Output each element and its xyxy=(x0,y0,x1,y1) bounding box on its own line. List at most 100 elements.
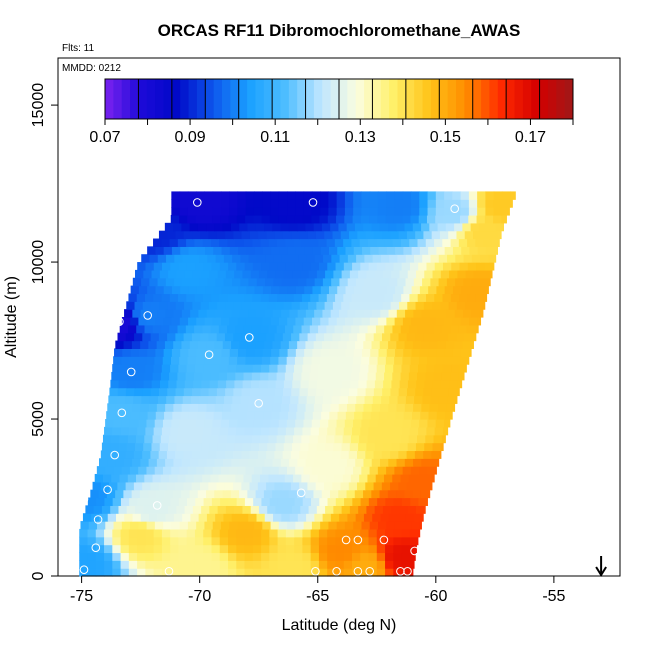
heat-cell xyxy=(159,301,169,310)
heat-cell xyxy=(159,269,169,279)
heat-cell xyxy=(112,544,122,554)
heat-cell xyxy=(418,214,428,224)
heat-cell xyxy=(425,473,435,483)
heat-cell xyxy=(369,466,379,475)
heat-cell xyxy=(287,191,296,200)
heat-cell xyxy=(394,419,404,428)
heat-cell xyxy=(161,262,171,271)
heatmap-field xyxy=(79,191,516,577)
heat-cell xyxy=(332,230,342,240)
heat-cell xyxy=(432,269,442,279)
heat-cell xyxy=(440,301,450,310)
heat-cell xyxy=(178,426,188,436)
heat-cell xyxy=(317,371,327,381)
heat-cell xyxy=(371,340,381,349)
heat-cell xyxy=(185,473,195,483)
heat-cell xyxy=(377,356,387,365)
heat-cell xyxy=(175,332,185,342)
heat-cell xyxy=(294,544,303,554)
heat-cell xyxy=(374,269,384,279)
heat-cell xyxy=(469,246,479,255)
heat-cell xyxy=(338,458,348,467)
heat-cell xyxy=(421,340,430,349)
heat-cell xyxy=(364,395,374,404)
heat-cell xyxy=(238,411,248,420)
heat-cell xyxy=(241,387,251,397)
colorbar-swatch xyxy=(422,79,432,119)
heat-cell xyxy=(388,309,398,318)
heat-cell xyxy=(133,450,143,459)
colorbar-swatch xyxy=(531,79,541,119)
sample-point xyxy=(103,485,112,495)
heat-cell xyxy=(382,301,392,310)
heat-cell xyxy=(285,364,295,373)
heat-cell xyxy=(419,207,429,216)
heat-cell xyxy=(430,254,440,263)
heat-cell xyxy=(164,222,174,232)
heat-cell xyxy=(374,379,384,389)
heat-cell xyxy=(245,356,255,365)
heat-cell xyxy=(170,364,179,373)
heat-cell xyxy=(244,293,254,302)
heat-cell xyxy=(444,246,454,255)
heat-cell xyxy=(241,301,251,310)
heat-cell xyxy=(160,473,170,483)
heat-cell xyxy=(276,473,286,483)
heat-cell xyxy=(389,395,399,404)
heat-cell xyxy=(302,568,312,577)
heat-cell xyxy=(300,379,310,389)
heat-cell xyxy=(321,340,331,349)
heat-cell xyxy=(386,521,396,530)
heat-cell xyxy=(430,277,440,287)
heat-cell xyxy=(155,411,165,420)
heat-cell xyxy=(252,528,262,538)
heat-cell xyxy=(238,246,247,255)
heat-cell xyxy=(373,332,383,342)
heat-cell xyxy=(305,458,315,467)
heat-cell xyxy=(190,395,200,404)
heat-cell xyxy=(360,214,370,224)
heat-cell xyxy=(216,230,226,240)
heat-cell xyxy=(259,379,269,389)
heat-cell xyxy=(355,403,365,412)
heat-cell xyxy=(225,269,235,279)
heat-cell xyxy=(184,301,193,310)
heat-cell xyxy=(204,199,214,208)
heat-cell xyxy=(346,458,356,467)
heat-cell xyxy=(460,191,470,200)
heat-cell xyxy=(165,458,174,467)
heat-cell xyxy=(115,340,125,349)
heat-cell xyxy=(109,481,118,491)
heat-cell xyxy=(207,277,217,287)
heat-cell xyxy=(315,450,325,459)
heat-cell xyxy=(445,222,455,232)
heat-cell xyxy=(435,356,445,365)
heat-cell xyxy=(377,191,387,200)
heat-cell xyxy=(196,466,205,475)
heat-cell xyxy=(166,450,176,459)
heat-cell xyxy=(355,309,365,318)
heat-cell xyxy=(314,309,324,318)
heat-cell xyxy=(413,513,423,522)
heat-cell xyxy=(195,497,205,506)
heat-cell xyxy=(339,395,349,404)
heat-cell xyxy=(298,277,307,287)
heat-cell xyxy=(414,450,424,459)
heat-cell xyxy=(401,544,411,554)
heat-cell xyxy=(228,214,238,224)
heat-cell xyxy=(346,403,356,412)
heat-cell xyxy=(179,199,189,208)
heat-cell xyxy=(246,411,256,420)
heat-cell xyxy=(501,191,511,200)
heat-cell xyxy=(156,458,166,467)
heat-cell xyxy=(223,513,233,522)
heat-cell xyxy=(309,434,319,444)
heat-cell xyxy=(309,473,319,483)
heat-cell xyxy=(225,505,235,514)
heat-cell xyxy=(419,285,429,295)
heat-cell xyxy=(454,403,456,412)
heat-cell xyxy=(161,426,171,436)
colorbar-swatch xyxy=(506,79,515,119)
heat-cell xyxy=(382,442,392,452)
heat-cell xyxy=(421,513,424,522)
